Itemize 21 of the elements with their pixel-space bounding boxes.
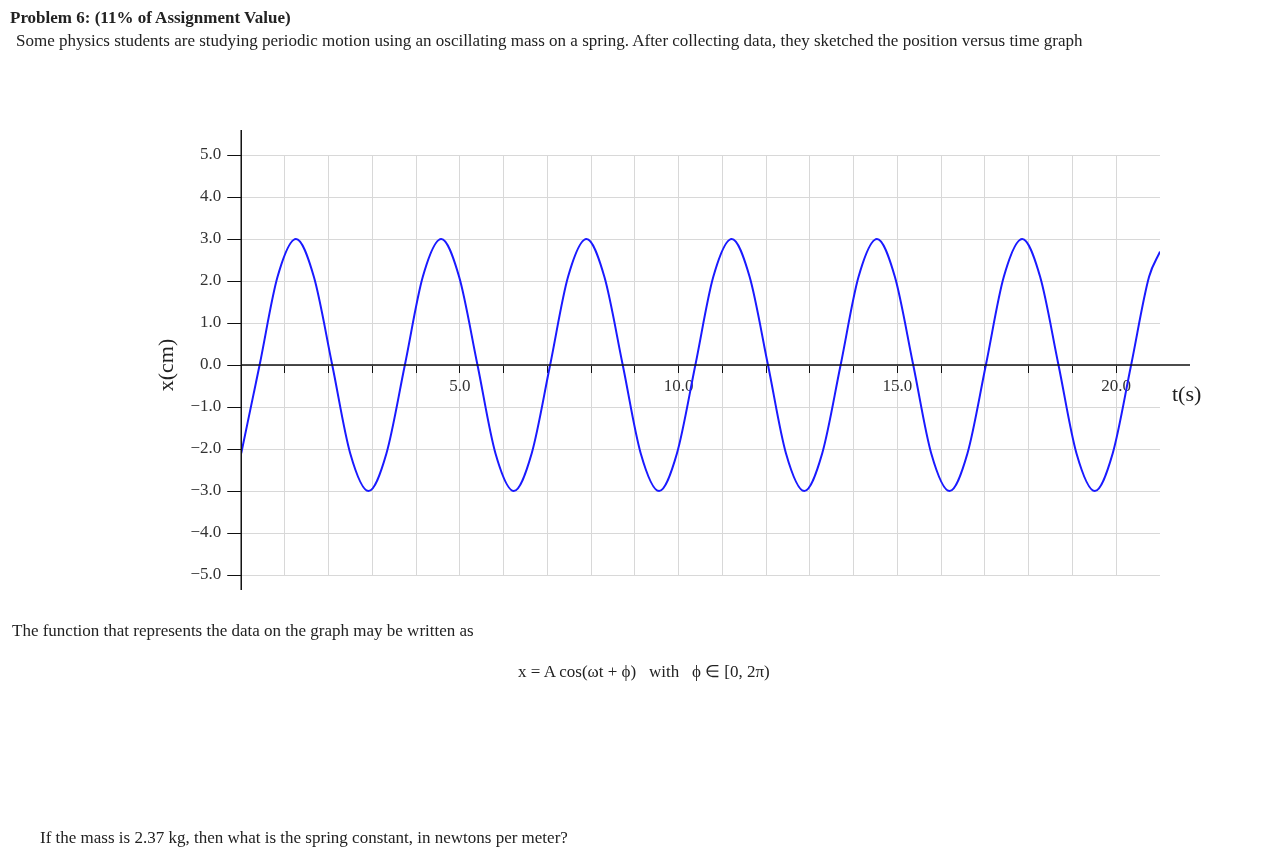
y-tick-label: −2.0 (190, 438, 222, 458)
y-tick-label: 0.0 (199, 354, 222, 374)
y-tick-label: 4.0 (199, 186, 222, 206)
text: If the mass is 2.37 kg, then what is the spring constant, in newtons per meter? (40, 828, 568, 848)
y-tick-label: −4.0 (190, 522, 222, 542)
text: x = A cos(ωt + ϕ) with ϕ ∈ [0, 2π) (518, 661, 770, 682)
y-axis-title: x(cm) (152, 338, 178, 392)
text: The function that represents the data on the graph may be written as (12, 621, 474, 641)
line-series (241, 238, 1160, 492)
y-tick-label: 1.0 (199, 312, 222, 332)
chart-subtitle: Some physics students are studying periodic motion using an oscillating mass on a spring. After collecting data, they sketched the position versus time graph (16, 31, 1083, 51)
x-tick-label: 5.0 (449, 375, 471, 395)
y-tick-label: −1.0 (190, 396, 222, 416)
chart-title: Problem 6: (11% of Assignment Value) (10, 8, 291, 28)
y-tick-label: −5.0 (190, 564, 222, 584)
y-tick-label: −3.0 (190, 480, 222, 500)
x-axis-title: t(s) (1172, 380, 1202, 406)
y-tick-label: 3.0 (199, 228, 222, 248)
x-tick-label: 15.0 (882, 375, 913, 395)
y-tick-label: 2.0 (199, 270, 222, 290)
y-tick-label: 5.0 (199, 144, 222, 164)
